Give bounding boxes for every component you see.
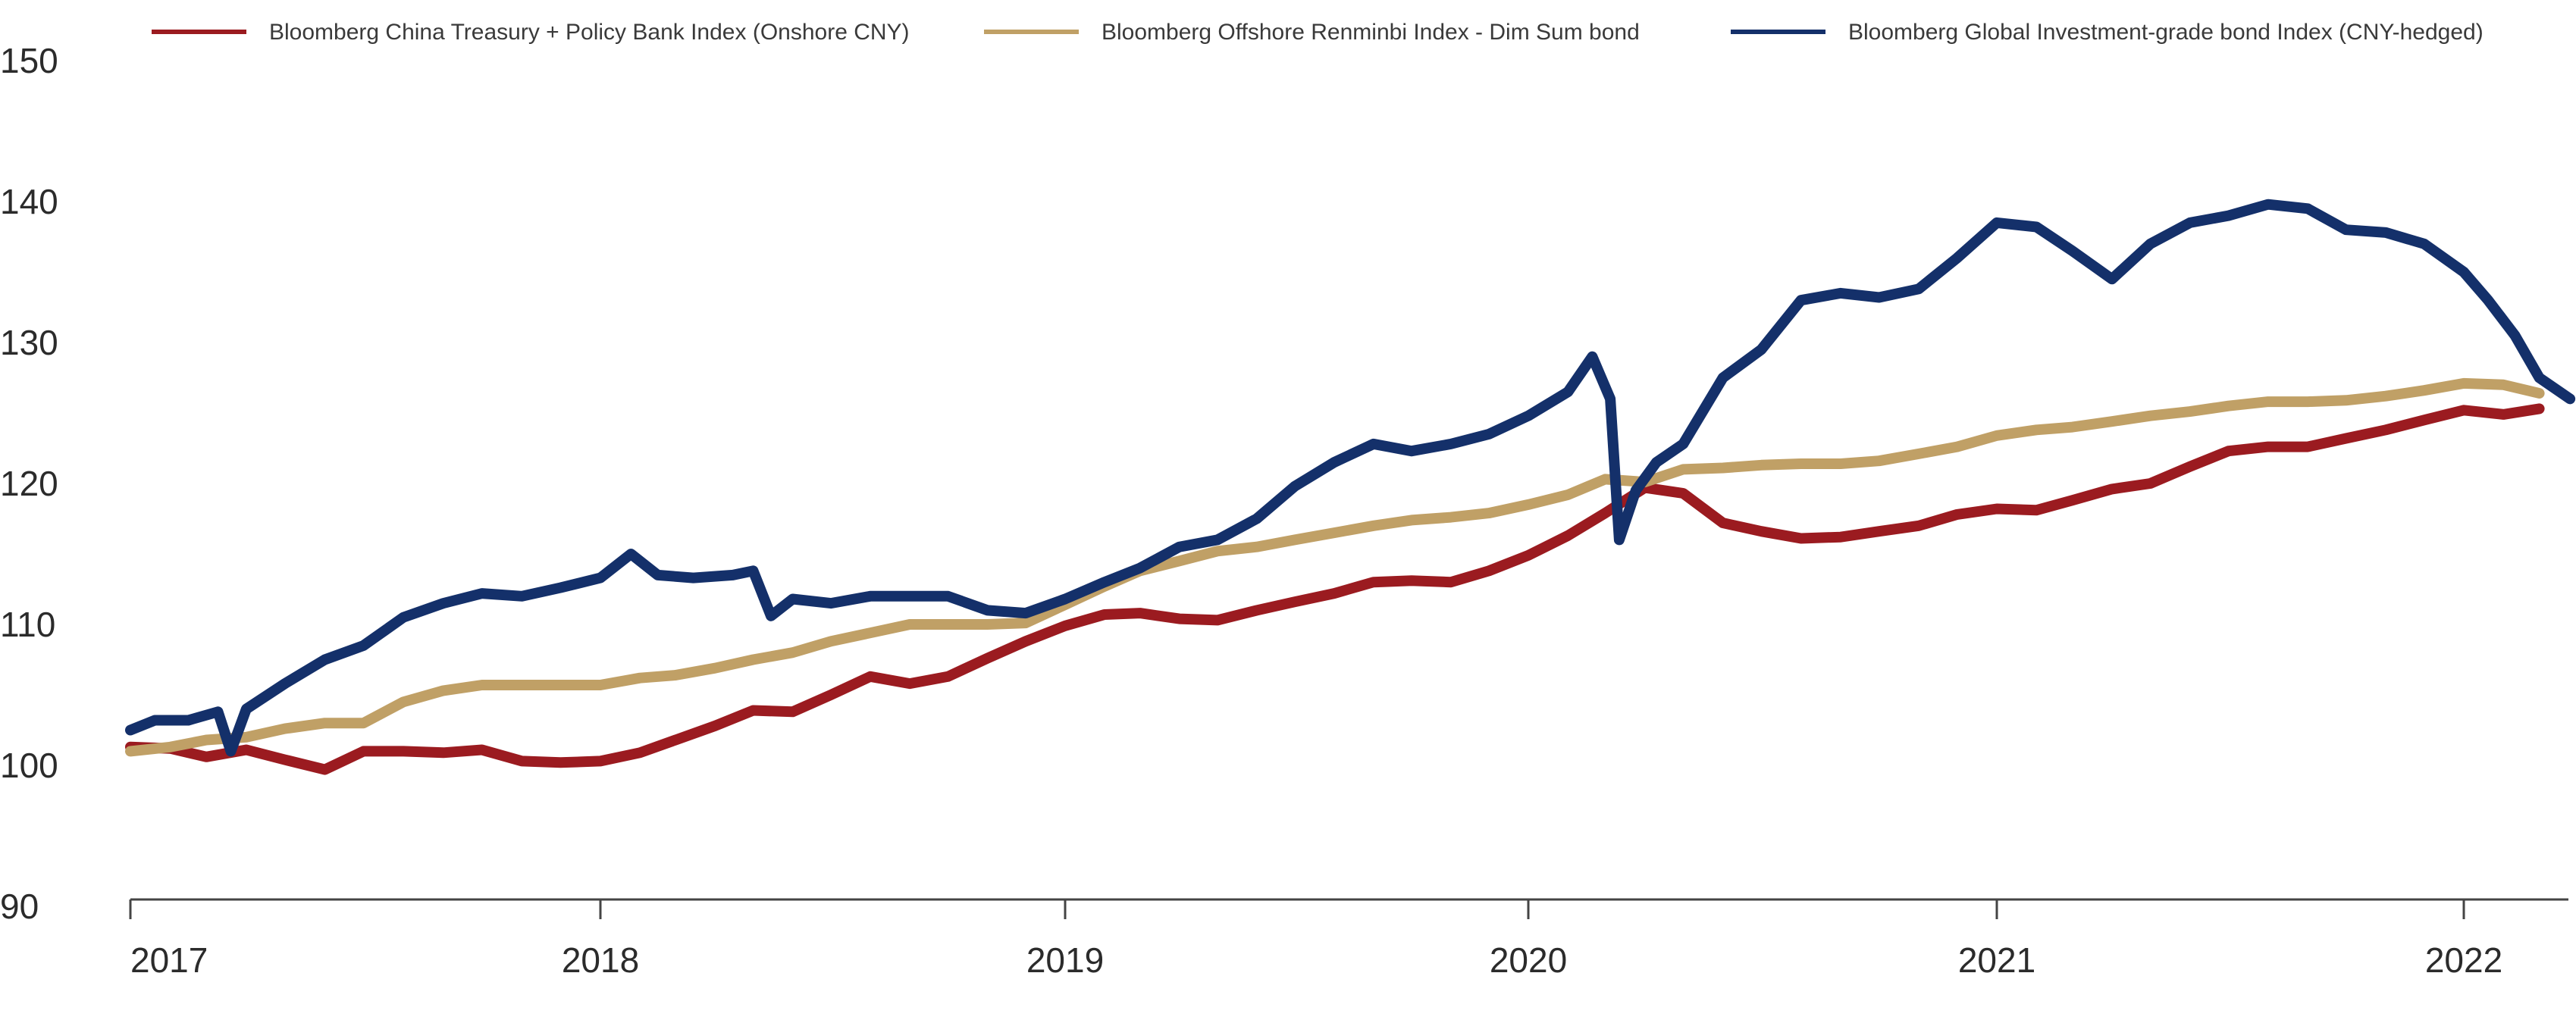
x-tick-label: 2019 <box>1026 940 1104 980</box>
legend-label: Bloomberg Global Investment-grade bond I… <box>1848 20 2484 45</box>
series-line-1 <box>125 403 2545 775</box>
chart-series <box>125 199 2576 775</box>
y-tick-label: 90 <box>0 887 39 926</box>
y-tick-label: 110 <box>0 605 55 644</box>
x-tick-label: 2018 <box>562 940 639 980</box>
legend-label: Bloomberg China Treasury + Policy Bank I… <box>269 20 910 45</box>
series-line-3 <box>125 199 2576 757</box>
x-axis: 2017 2018 2019 2020 2021 2022 <box>129 898 2568 980</box>
x-tick-label: 2022 <box>2425 940 2502 980</box>
y-tick-label: 100 <box>0 746 58 785</box>
y-tick-label: 130 <box>0 323 58 362</box>
legend-label: Bloomberg Offshore Renminbi Index - Dim … <box>1102 20 1640 45</box>
y-axis: 90 100 110 120 130 140 150 <box>0 41 58 926</box>
x-tick-label: 2017 <box>130 940 208 980</box>
x-tick-label: 2021 <box>1958 940 2035 980</box>
chart-legend: Bloomberg China Treasury + Policy Bank I… <box>152 20 2484 45</box>
y-tick-label: 120 <box>0 464 58 503</box>
y-tick-label: 140 <box>0 182 58 221</box>
y-tick-label: 150 <box>0 41 58 80</box>
x-tick-label: 2020 <box>1490 940 1567 980</box>
series-line-2 <box>125 377 2545 757</box>
